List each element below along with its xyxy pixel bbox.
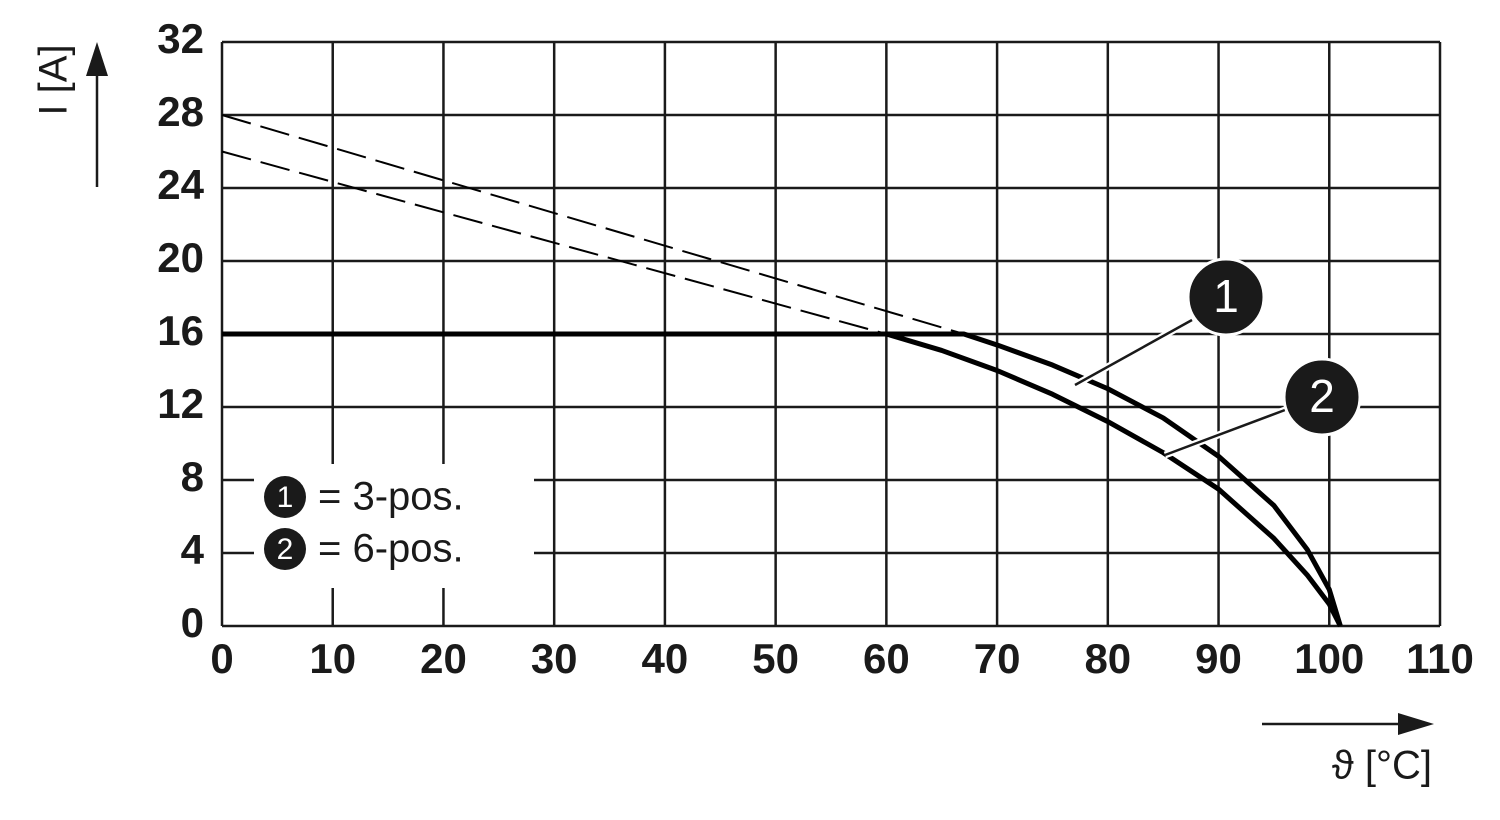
legend-marker [264,476,306,518]
y-tick-label: 32 [157,15,204,62]
callout-marker [1282,357,1362,437]
x-tick-label: 50 [752,635,799,682]
legend-label: = 6-pos. [318,527,464,571]
axis-arrows [86,42,1434,735]
y-tick-label: 16 [157,307,204,354]
y-axis-label: I [A] [32,44,76,115]
x-axis-label: ϑ [°C] [1332,744,1432,788]
line [222,331,1343,627]
legend-marker-label: 2 [277,533,294,566]
y-tick-label: 12 [157,380,204,427]
x-tick-label: 60 [863,635,910,682]
callout-leader [1164,408,1286,457]
x-tick-label: 70 [974,635,1021,682]
x-tick-label: 30 [531,635,578,682]
x-tick-label: 40 [642,635,689,682]
legend-marker-label: 1 [277,481,294,514]
x-tick-label: 0 [210,635,233,682]
line [222,331,1343,628]
y-tick-label: 4 [181,526,205,573]
x-tick-label: 90 [1195,635,1242,682]
x-tick-label: 100 [1294,635,1364,682]
callout-marker [1186,257,1266,337]
y-tick-label: 20 [157,234,204,281]
legend-label: = 3-pos. [318,475,464,519]
callout-label: 1 [1213,270,1239,322]
legend: 1 = 3-pos. 2 = 6-pos. [254,464,534,588]
y-tick-label: 0 [181,599,204,646]
y-tick-label: 8 [181,453,204,500]
y-tick-label: 28 [157,88,204,135]
callout-label: 2 [1309,370,1335,422]
x-tick-label: 10 [309,635,356,682]
x-tick-label: 20 [420,635,467,682]
x-tick-label: 80 [1084,635,1131,682]
callout-leader [1074,318,1193,387]
x-tick-label: 110 [1406,635,1474,682]
line [221,150,887,335]
legend-marker [264,528,306,570]
y-tick-label: 24 [157,161,204,208]
line [221,114,965,335]
